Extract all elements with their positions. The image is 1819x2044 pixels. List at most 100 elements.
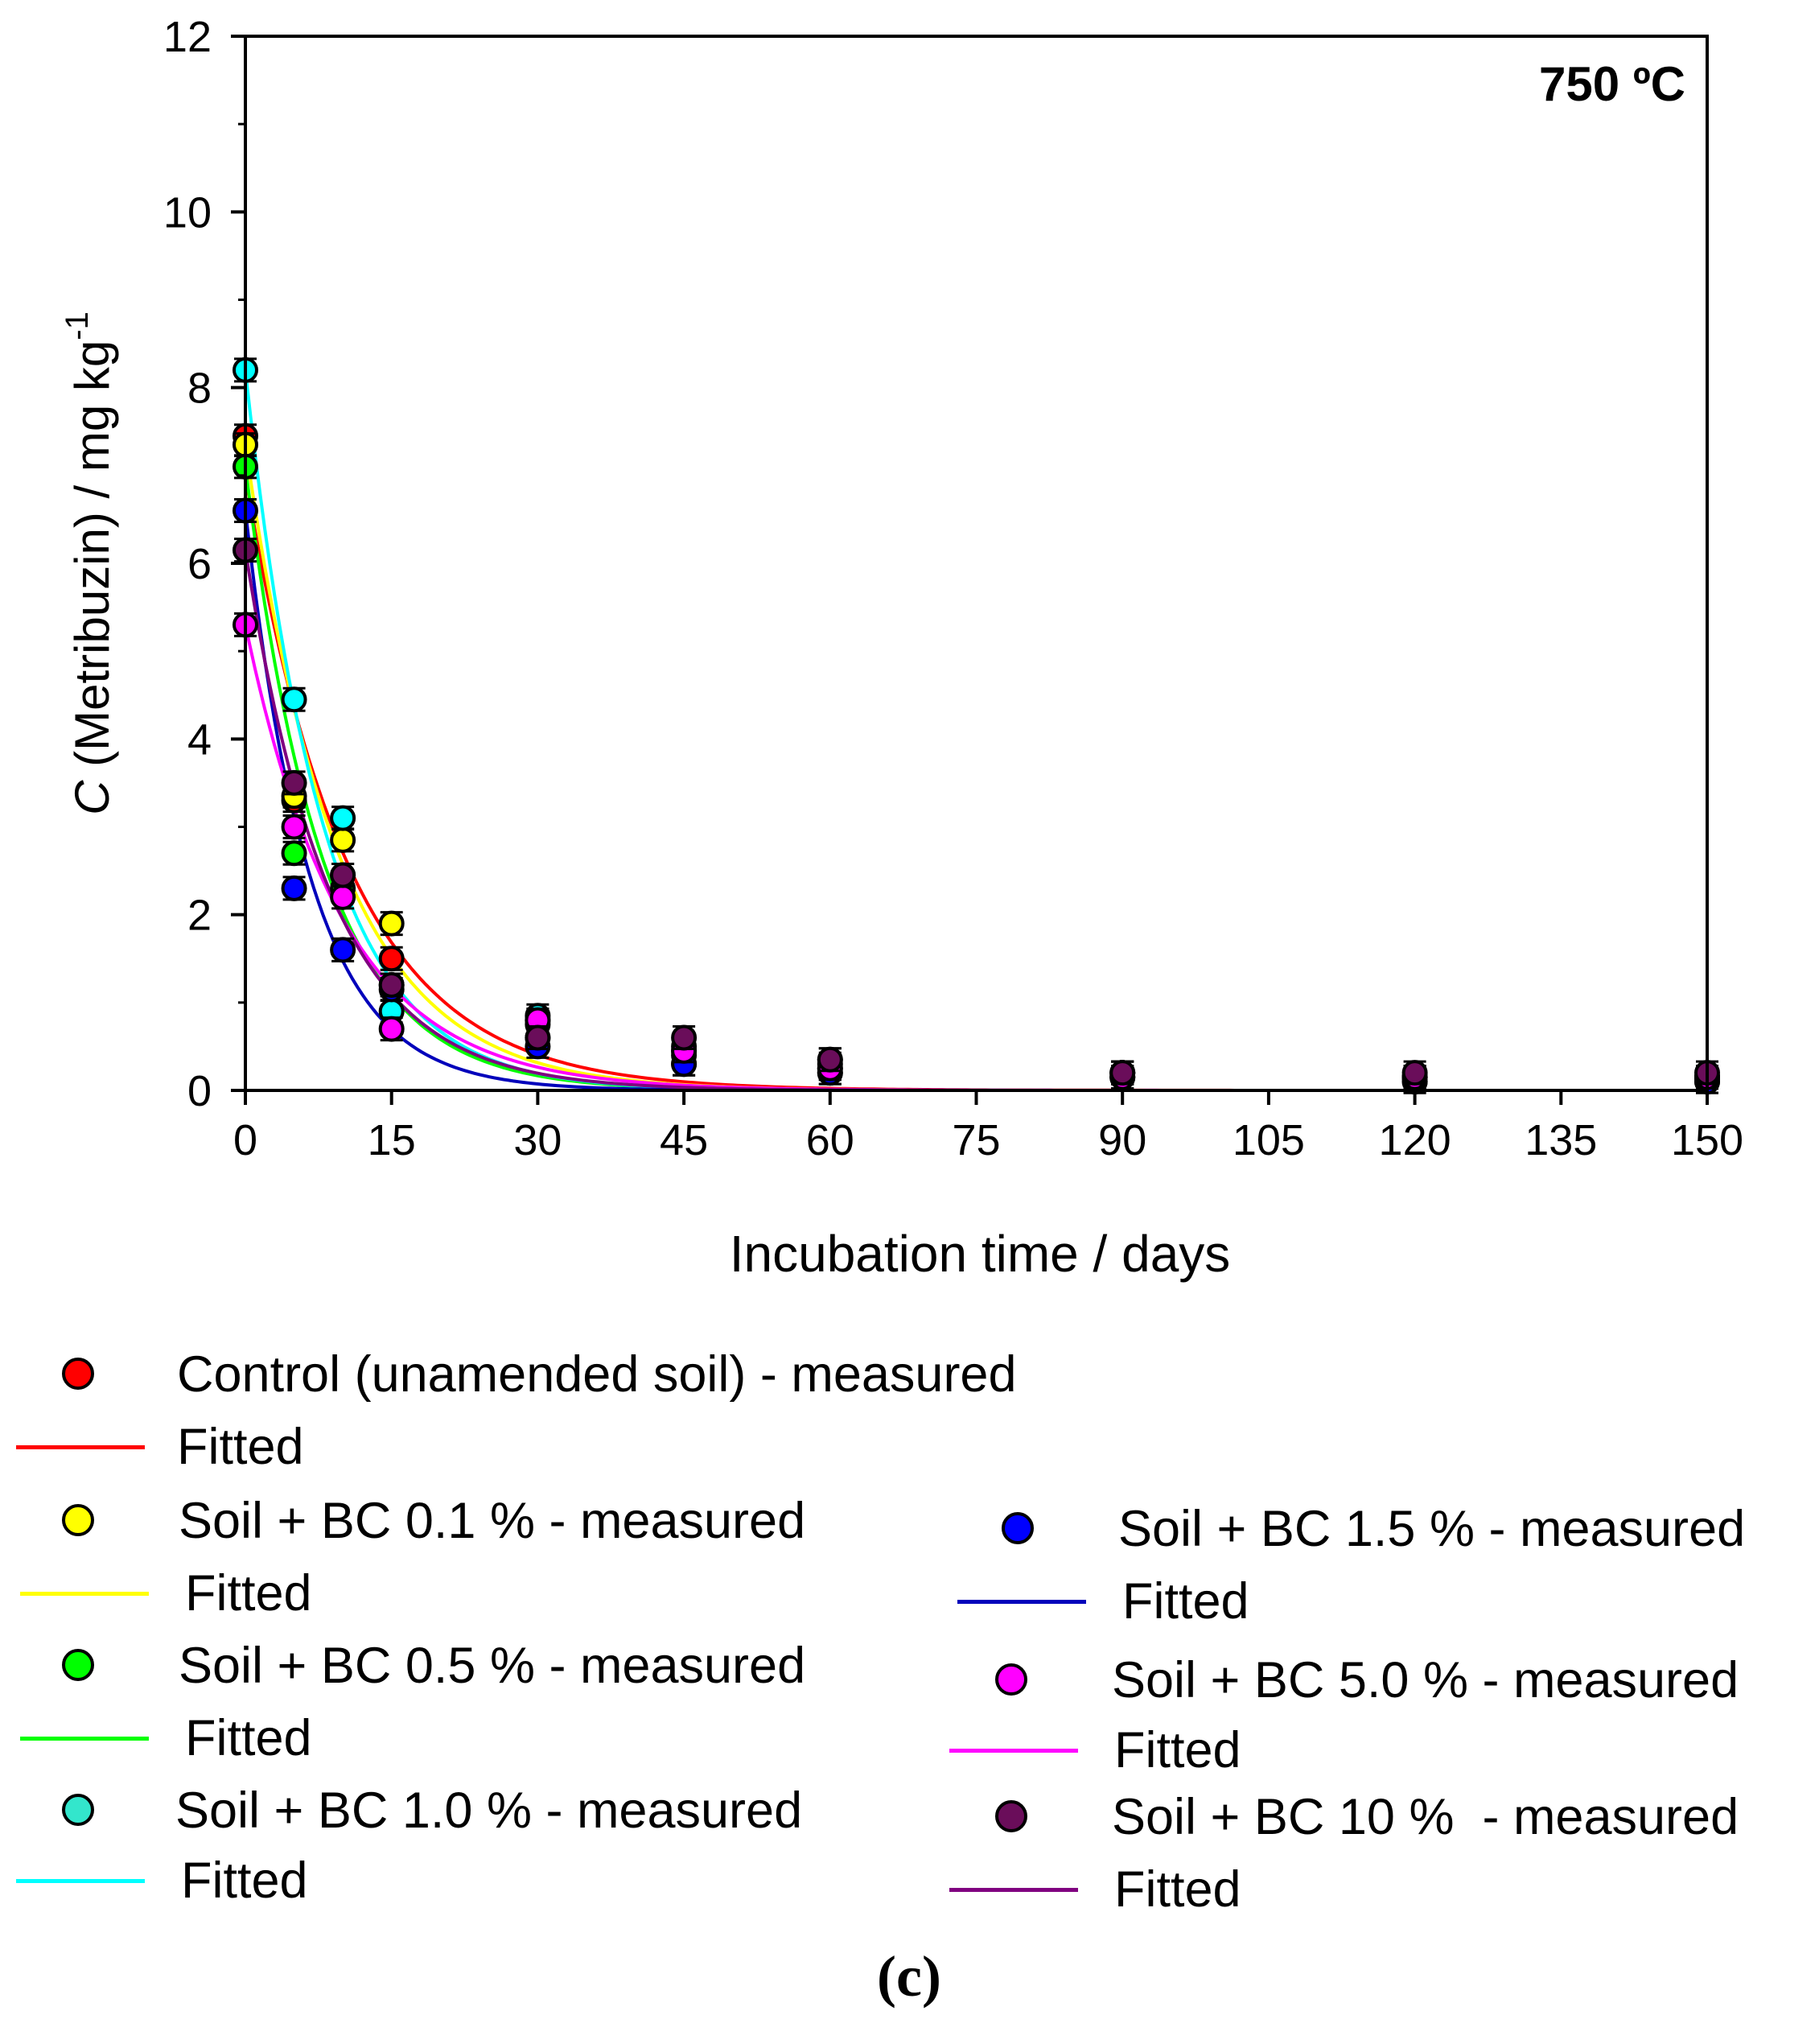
legend-label: Soil + BC 1.5 % - measured [1118,1501,1746,1557]
panel-label: (c) [877,1944,941,2009]
marker-dot [62,1794,94,1826]
data-point [330,862,356,888]
legend-marker-line [4,1561,165,1626]
data-point [378,910,405,937]
legend-bc10-measured: Soil + BC 1.0 % - measured [0,1778,802,1843]
legend-label: Soil + BC 5.0 % - measured [1112,1652,1739,1708]
legend-marker-line [933,1857,1094,1922]
data-point [330,884,356,910]
fitted-curve [244,550,1707,1092]
legend-marker-circle [0,1634,161,1698]
legend-marker-line [933,1718,1094,1782]
legend-bc05-fitted: Fitted [4,1706,312,1770]
fitted-curve [244,510,1707,1092]
marker-dot [62,1649,94,1681]
y-tick-label: 2 [187,892,212,940]
legend-label: Fitted [1114,1861,1241,1918]
chart: 0 15 30 45 60 75 90 105 120 135 150 0 2 4 6 8 10 12 750 º… [60,13,1743,1283]
legend-bc05-measured: Soil + BC 0.5 % - measured [0,1634,805,1698]
x-tick-label: 15 [368,1116,416,1164]
legend-marker-line [0,1848,161,1913]
legend-label: Fitted [181,1852,308,1909]
y-tick-label: 4 [187,715,212,764]
x-tick-label: 60 [806,1116,854,1164]
legend-marker-line [0,1415,161,1479]
legend-bc50-fitted: Fitted [933,1718,1241,1782]
marker-line [20,1737,149,1741]
data-point [378,972,405,998]
legend-marker-circle [0,1342,161,1407]
x-axis-label: Incubation time / days [730,1225,1231,1283]
marker-line [949,1749,1078,1753]
marker-line [20,1592,149,1596]
legend-label: Fitted [185,1565,312,1622]
legend-label: Soil + BC 0.1 % - measured [179,1493,806,1549]
fit-lines [244,369,1707,1092]
marker-dot [995,1663,1027,1696]
data-point [281,840,307,867]
marker-line [16,1445,145,1449]
legend-label: Fitted [185,1710,312,1766]
data-point [330,826,356,853]
legend-bc100-fitted: Fitted [933,1857,1241,1922]
legend-marker-circle [940,1497,1101,1561]
data-point [671,1024,698,1051]
data-point [817,1046,843,1073]
data-point [281,875,307,901]
x-tick-label: 135 [1525,1116,1597,1164]
legend-bc15-fitted: Fitted [941,1569,1249,1634]
fitted-curve [244,369,1707,1092]
y-tick-label: 8 [187,365,212,413]
legend-marker-line [4,1706,165,1770]
legend-marker-circle [933,1785,1094,1849]
y-axis-label-symbol: C [65,780,119,815]
legend-marker-circle [933,1648,1094,1712]
marker-dot [62,1504,94,1536]
legend-label: Fitted [1122,1573,1249,1630]
y-tick-label: 6 [187,540,212,588]
legend-control-fitted: Fitted [0,1415,304,1479]
y-tick-label: 0 [187,1067,212,1115]
data-point [378,1016,405,1042]
data-point [281,769,307,796]
y-axis-label-text: (Metribuzin) / mg kg [65,340,119,781]
fitted-curve [244,466,1707,1092]
data-point [330,805,356,831]
legend-label: Fitted [1114,1722,1241,1778]
x-tick-label: 120 [1379,1116,1451,1164]
data-point [281,814,307,840]
temperature-annotation: 750 ºC [1539,57,1685,111]
marker-dot [1002,1512,1034,1544]
fitted-curve [244,444,1707,1092]
x-tick-label: 105 [1233,1116,1305,1164]
x-tick-label: 75 [952,1116,1000,1164]
marker-dot [62,1358,94,1390]
marker-line [957,1600,1086,1604]
x-tick-label: 45 [660,1116,708,1164]
legend-bc01-measured: Soil + BC 0.1 % - measured [0,1489,805,1553]
legend-label: Soil + BC 10 % - measured [1112,1789,1739,1845]
legend-bc01-fitted: Fitted [4,1561,312,1626]
fitted-curve [244,475,1707,1092]
y-tick-label: 10 [163,188,212,237]
legend-bc50-measured: Soil + BC 5.0 % - measured [933,1648,1739,1712]
x-tick-label: 150 [1671,1116,1743,1164]
plot-frame [244,35,1709,1092]
y-axis-label-exponent: -1 [60,311,95,340]
data-point [1109,1060,1136,1086]
legend-marker-circle [0,1778,161,1843]
legend-label: Fitted [177,1419,304,1475]
y-tick-label: 12 [163,13,212,61]
legend-label: Soil + BC 1.0 % - measured [175,1782,803,1839]
data-points [233,356,1720,1095]
y-axis-label: C (Metribuzin) / mg kg-1 [60,311,119,815]
marker-dot [995,1800,1027,1832]
legend-label: Control (unamended soil) - measured [177,1346,1017,1403]
data-point [330,937,356,963]
marker-line [16,1879,145,1883]
fitted-curve [244,624,1707,1092]
legend-control-measured: Control (unamended soil) - measured [0,1342,1017,1407]
axis-ticks: 0 15 30 45 60 75 90 105 120 135 150 0 2 4 6 8 10 12 [163,13,1743,1164]
legend-marker-line [941,1569,1102,1634]
legend-bc10-fitted: Fitted [0,1848,308,1913]
